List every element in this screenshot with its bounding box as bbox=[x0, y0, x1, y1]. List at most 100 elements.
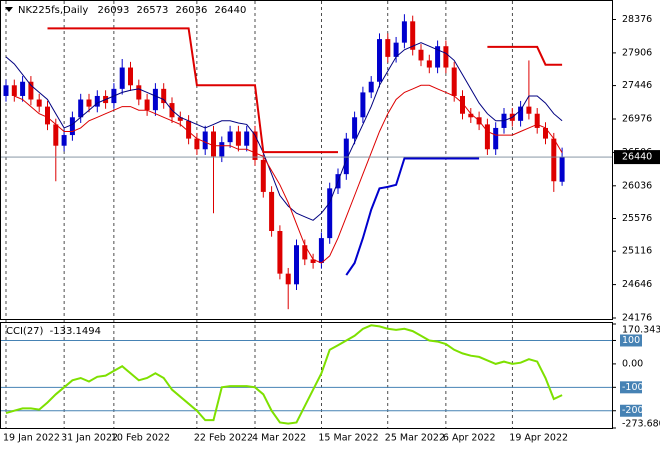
candle-body bbox=[443, 46, 449, 68]
candle-body bbox=[227, 131, 233, 143]
indicator-line bbox=[345, 157, 480, 276]
title-arrow bbox=[5, 7, 13, 12]
cci-panel bbox=[0, 322, 613, 429]
candle-body bbox=[534, 113, 540, 128]
candle-body bbox=[343, 138, 349, 175]
candle-body bbox=[468, 113, 474, 118]
ohlc-close: 26440 bbox=[215, 5, 247, 16]
candle-body bbox=[526, 106, 532, 114]
level-box bbox=[620, 404, 642, 417]
candle-body bbox=[360, 92, 366, 118]
candle-body bbox=[78, 99, 84, 118]
candle-body bbox=[244, 131, 250, 146]
candle-body bbox=[385, 39, 391, 57]
ohlc-low: 26036 bbox=[176, 5, 208, 16]
indicator-line bbox=[5, 42, 563, 221]
candle-body bbox=[518, 106, 524, 121]
candle-body bbox=[28, 81, 34, 100]
ohlc-open: 26093 bbox=[98, 5, 130, 16]
candle-body bbox=[211, 131, 216, 157]
x-tick-label: 6 Apr 2022 bbox=[443, 433, 496, 444]
candle-body bbox=[53, 124, 59, 146]
candle-body bbox=[377, 39, 382, 82]
level-box bbox=[620, 334, 642, 347]
candle-body bbox=[219, 142, 225, 157]
y-tick-label: 170.3435 bbox=[622, 325, 660, 336]
candle-body bbox=[128, 67, 133, 86]
y-tick-label: 27446 bbox=[622, 80, 652, 91]
ohlc-high: 26573 bbox=[137, 5, 169, 16]
candle-body bbox=[260, 159, 266, 192]
y-tick-label: 27906 bbox=[622, 47, 652, 58]
candle-body bbox=[418, 49, 424, 61]
candle-body bbox=[20, 81, 26, 96]
candle-body bbox=[493, 127, 499, 150]
candle-body bbox=[11, 85, 17, 96]
chart-title: NK225fs,Daily 26093 26573 26036 26440 bbox=[18, 5, 246, 16]
x-tick-label: 19 Jan 2022 bbox=[3, 433, 60, 444]
indicator-line bbox=[47, 27, 563, 154]
candle-body bbox=[202, 131, 208, 150]
candle-body bbox=[426, 60, 432, 68]
y-tick-label: -100 bbox=[622, 382, 644, 393]
y-tick-label: 24646 bbox=[622, 279, 652, 290]
y-tick-label: 100 bbox=[622, 335, 640, 346]
candle-body bbox=[318, 238, 324, 263]
candle-body bbox=[551, 138, 557, 182]
main-panel bbox=[0, 0, 613, 320]
x-tick-label: 19 Apr 2022 bbox=[509, 433, 568, 444]
candle-body bbox=[435, 46, 441, 68]
candle-body bbox=[393, 42, 399, 57]
candle-body bbox=[484, 124, 490, 150]
candle-body bbox=[294, 245, 299, 285]
candle-body bbox=[410, 21, 416, 50]
candle-body bbox=[559, 157, 565, 182]
y-tick-label: 25116 bbox=[622, 246, 652, 257]
candle-body bbox=[310, 259, 316, 263]
candle-body bbox=[61, 135, 67, 146]
candle-body bbox=[368, 81, 374, 93]
candle-body bbox=[3, 85, 9, 96]
x-tick-label: 4 Mar 2022 bbox=[252, 433, 306, 444]
candle-body bbox=[186, 120, 192, 139]
x-tick-label: 15 Mar 2022 bbox=[318, 433, 378, 444]
candle-body bbox=[86, 99, 92, 107]
candle-body bbox=[45, 106, 50, 125]
candle-body bbox=[161, 88, 167, 104]
candle-body bbox=[144, 99, 150, 111]
x-tick-label: 25 Mar 2022 bbox=[385, 433, 445, 444]
cci-line bbox=[5, 324, 563, 425]
candle-body bbox=[235, 131, 241, 146]
candle-body bbox=[460, 95, 465, 114]
y-tick-label: 26036 bbox=[622, 180, 652, 191]
y-tick-label: -273.6800 bbox=[622, 419, 660, 430]
candle-body bbox=[543, 127, 548, 139]
price-label: 26440 bbox=[622, 152, 652, 163]
symbol: NK225fs,Daily bbox=[18, 5, 88, 16]
x-tick-label: 22 Feb 2022 bbox=[194, 433, 253, 444]
x-tick-label: 31 Jan 2022 bbox=[61, 433, 118, 444]
y-tick-label: 25576 bbox=[622, 213, 652, 224]
price-box bbox=[614, 150, 660, 165]
candle-body bbox=[177, 117, 183, 121]
level-box bbox=[620, 381, 642, 394]
candle-body bbox=[302, 245, 308, 260]
candle-body bbox=[36, 99, 42, 107]
candle-body bbox=[136, 85, 142, 100]
candle-body bbox=[352, 117, 358, 139]
cci-name: CCI(27) bbox=[6, 326, 44, 337]
candle-body bbox=[277, 231, 283, 274]
candle-body bbox=[194, 138, 200, 150]
cci-title: CCI(27) -133.1494 bbox=[6, 326, 101, 337]
candle-body bbox=[401, 21, 407, 43]
candle-body bbox=[69, 117, 75, 136]
x-tick-label: 10 Feb 2022 bbox=[111, 433, 170, 444]
y-tick-label: 28376 bbox=[622, 14, 652, 25]
y-tick-label: 24176 bbox=[622, 313, 652, 324]
candle-body bbox=[269, 191, 275, 232]
y-tick-label: 26976 bbox=[622, 113, 652, 124]
indicator-line bbox=[14, 84, 563, 264]
y-tick-label: -200 bbox=[622, 405, 644, 416]
candle-body bbox=[94, 95, 100, 107]
